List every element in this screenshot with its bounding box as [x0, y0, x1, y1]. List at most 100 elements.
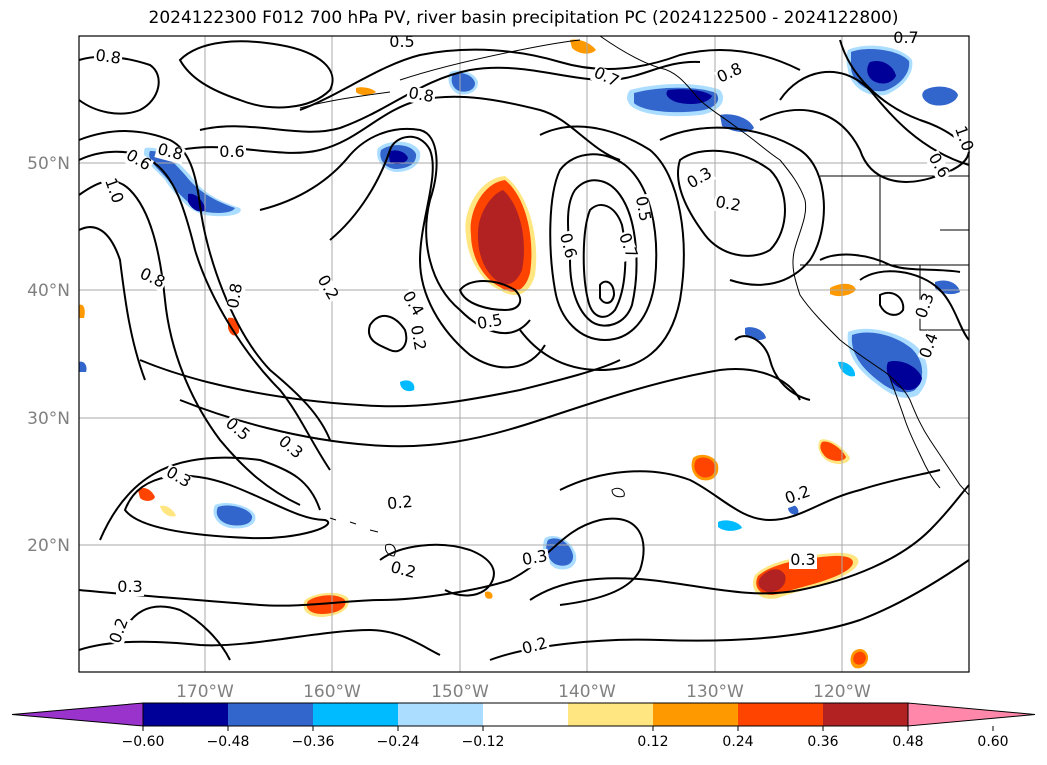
precip-blob [356, 87, 376, 95]
contour-line [259, 128, 531, 335]
contour-line [859, 270, 970, 341]
contour-line [879, 291, 905, 316]
coastline-north-america [599, 35, 970, 496]
lat-tick-label: 30°N [27, 409, 70, 429]
contour-label-bg [218, 145, 246, 161]
colorbar-segment [823, 703, 908, 726]
colorbar-extend-right [907, 702, 1036, 727]
contour-label-bg [135, 265, 169, 293]
lon-tick-label: 170°W [176, 682, 234, 702]
lat-tick-label: 20°N [27, 536, 70, 556]
precip-blob [758, 569, 786, 593]
contour-line [379, 543, 495, 597]
contour-line [599, 280, 616, 304]
contour-label-bg [892, 31, 920, 47]
precip-blob [188, 193, 206, 212]
precip-blob [886, 360, 922, 390]
border-lines [800, 175, 969, 331]
coastlines [299, 35, 970, 557]
contour-label-bg [274, 432, 306, 464]
colorbar: −0.60 −0.48 −0.36 −0.24 −0.12 0.12 0.24 0.36 0.4… [11, 702, 1036, 750]
colorbar-tick-label: 0.36 [807, 734, 838, 750]
lon-tick-label: 140°W [558, 682, 616, 702]
precip-blob [306, 595, 346, 614]
colorbar-segment [398, 703, 483, 726]
contour-label: 0.7 [893, 28, 918, 47]
precip-blob [79, 304, 85, 318]
contour-label-bg [388, 35, 416, 51]
lon-tick-label: 120°W [813, 682, 871, 702]
colorbar-segment [313, 703, 398, 726]
precip-blob [388, 150, 408, 165]
lon-tick-label: 130°W [686, 682, 744, 702]
precipitation-shading [79, 39, 960, 669]
contour-label: 0.8 [407, 83, 435, 106]
contour-label-bg [589, 64, 623, 92]
contour-label: 0.2 [714, 192, 742, 215]
contour-line [299, 48, 801, 111]
colorbar-extend-left [11, 702, 144, 727]
map-frame [78, 35, 970, 673]
contour-line [78, 628, 441, 656]
precip-blob [160, 505, 176, 517]
contour-label: 0.6 [219, 142, 244, 161]
contour-label: 0.2 [386, 492, 413, 513]
contour-label-bg [121, 147, 155, 175]
contour-line [519, 125, 685, 372]
colorbar-tick-label: 0.48 [892, 734, 923, 750]
contour-label-bg [161, 464, 195, 492]
contour-label: 0.3 [521, 546, 549, 569]
colorbar-segment [568, 703, 653, 726]
precip-blob [138, 487, 155, 501]
contour-label: 0.5 [476, 310, 504, 333]
contour-label-bg [712, 194, 744, 216]
contour-label-bg [789, 553, 817, 569]
contour-line [367, 315, 408, 353]
colorbar-tick-label: −0.24 [377, 734, 420, 750]
coastline-baja [889, 377, 941, 489]
colorbar-tick-label: −0.48 [207, 734, 250, 750]
precip-blob [570, 39, 596, 54]
contour-line [559, 469, 941, 522]
lat-tick-label: 40°N [27, 281, 70, 301]
contour-line [78, 517, 645, 607]
contour-line [529, 484, 970, 601]
contour-label-bg [385, 494, 415, 514]
contour-line [178, 40, 334, 109]
colorbar-tick-label: −0.36 [292, 734, 335, 750]
contour-line [99, 456, 321, 541]
contour-label-bg [93, 48, 123, 68]
contour-label-bg [519, 548, 551, 570]
precip-blob [867, 60, 896, 84]
contour-label-bg [154, 141, 186, 165]
island-small [611, 487, 625, 498]
contour-label: 0.8 [94, 45, 122, 67]
contour-line [179, 368, 801, 448]
contour-label-bg [405, 85, 437, 107]
contour-label-bg [924, 149, 952, 183]
contour-line [139, 359, 621, 408]
contour-label-bg [913, 290, 939, 322]
contour-label: 0.8 [223, 282, 246, 310]
precip-blob [484, 591, 493, 599]
contour-label-bg [398, 287, 426, 321]
contour-label-bg [474, 312, 506, 334]
contour-label-bg [683, 165, 717, 193]
precip-blob [451, 73, 475, 92]
colorbar-tick-label: −0.60 [122, 734, 165, 750]
precip-blob [694, 457, 716, 478]
hawaii-islands [329, 517, 396, 557]
contour-line [677, 149, 786, 257]
contour-label: 0.3 [117, 577, 142, 596]
colorbar-tick-label: −0.12 [462, 734, 505, 750]
map-title: 2024122300 F012 700 hPa PV, river basin … [148, 8, 899, 28]
contour-label: 0.3 [790, 550, 815, 569]
contour-label-bg [313, 271, 341, 305]
contour-label-bg [100, 175, 126, 207]
precip-blob [400, 380, 415, 392]
contour-line [582, 204, 627, 318]
colorbar-tick-label: 0.24 [722, 734, 753, 750]
contour-line [78, 180, 301, 506]
contour-label-bg [225, 280, 247, 312]
